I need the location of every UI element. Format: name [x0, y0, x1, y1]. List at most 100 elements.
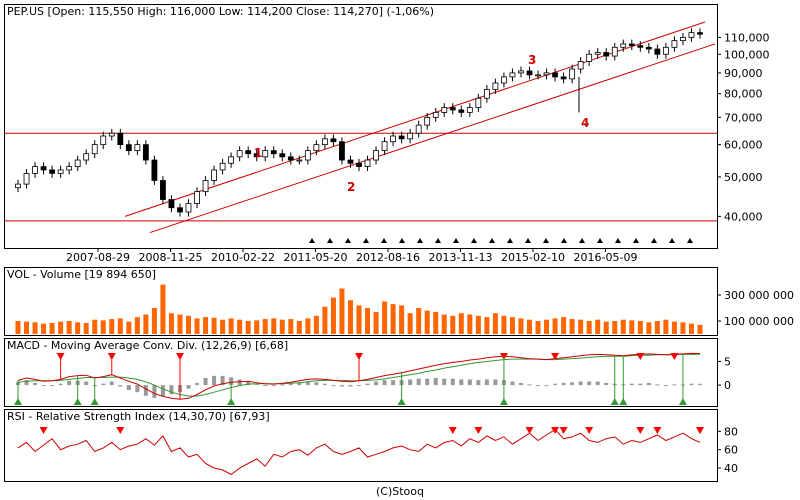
macd-histogram-bar: [203, 378, 208, 386]
candle: [577, 61, 584, 70]
dividend-marker: [543, 238, 549, 243]
candle: [501, 76, 507, 84]
macd-histogram-bar: [476, 380, 481, 386]
macd-histogram-bar: [493, 379, 498, 386]
dividend-marker: [417, 238, 423, 243]
price-y-tick-label: 70,000: [724, 111, 763, 124]
volume-bar: [151, 308, 157, 334]
dividend-marker: [363, 238, 369, 243]
volume-bar: [407, 313, 413, 334]
x-tick-label: 2015-02-10: [501, 251, 565, 264]
macd-buy-marker: [397, 398, 406, 405]
macd-histogram-bar: [391, 380, 396, 386]
dividend-marker: [525, 238, 531, 243]
price-y-tick-label: 100,000: [724, 48, 770, 61]
price-y-tick-label: 80,000: [724, 88, 763, 101]
candle: [236, 150, 243, 158]
volume-bar: [433, 311, 439, 334]
volume-bar: [288, 319, 294, 334]
candle: [364, 159, 371, 167]
candle: [262, 150, 269, 158]
macd-y-tick-label: 0: [724, 379, 731, 392]
candle: [381, 141, 388, 152]
dividend-marker: [507, 238, 513, 243]
macd-sell-marker: [636, 353, 645, 360]
volume-bar: [544, 319, 550, 334]
rsi-y-tick-label: 80: [724, 425, 738, 438]
candle: [270, 150, 277, 155]
price-panel-frame: [4, 4, 718, 249]
volume-bar: [186, 315, 191, 334]
volume-bar: [160, 284, 166, 334]
volume-bar: [450, 315, 456, 334]
candle: [654, 48, 661, 55]
copyright: (C)Stooq: [376, 485, 424, 498]
macd-histogram-bar: [570, 382, 575, 386]
volume-bar: [32, 322, 38, 334]
volume-bar: [595, 319, 601, 334]
volume-bar: [83, 322, 89, 334]
volume-bar: [373, 311, 379, 334]
volume-bar: [203, 317, 209, 334]
candle: [586, 53, 593, 62]
volume-plot: 300 000 000 100 000 000: [15, 284, 794, 334]
candle: [228, 156, 235, 164]
volume-bar: [41, 323, 47, 334]
macd-histogram-bar: [101, 383, 106, 386]
macd-histogram-bar: [689, 383, 694, 386]
macd-buy-marker: [610, 398, 619, 405]
macd-histogram-bar: [314, 382, 319, 386]
candle: [611, 46, 618, 57]
volume-bar: [228, 318, 234, 334]
macd-histogram-bar: [58, 383, 63, 386]
macd-histogram-bar: [698, 383, 702, 386]
volume-bar: [663, 319, 669, 334]
rsi-overbought-marker: [116, 427, 125, 434]
rsi-overbought-marker: [474, 427, 483, 434]
dividend-marker: [561, 238, 567, 243]
candle: [432, 111, 439, 118]
rsi-overbought-marker: [525, 427, 534, 434]
volume-bar: [117, 318, 123, 334]
volume-bar: [612, 321, 618, 334]
macd-histogram-bar: [288, 383, 293, 386]
volume-bar: [416, 308, 422, 334]
macd-histogram-bar: [84, 381, 89, 386]
candle: [560, 76, 567, 80]
candle: [688, 32, 695, 38]
volume-bar: [75, 322, 81, 334]
volume-bar: [254, 320, 260, 334]
price-plot: 110,000 100,000 90,000 80,000 70,000 60,000 50…: [5, 21, 770, 264]
macd-histogram-bar: [544, 385, 549, 387]
macd-histogram-bar: [152, 385, 157, 398]
volume-bar: [586, 321, 592, 334]
candle: [339, 141, 345, 161]
candle: [390, 135, 397, 143]
macd-histogram-bar: [561, 382, 566, 386]
macd-buy-marker: [90, 398, 99, 405]
candle: [697, 32, 703, 35]
volume-bar: [578, 319, 584, 334]
macd-histogram-bar: [33, 382, 38, 386]
candle: [313, 144, 320, 152]
macd-histogram-bar: [408, 379, 413, 386]
volume-bar: [194, 318, 200, 334]
volume-bar: [697, 324, 703, 334]
candle: [475, 97, 482, 108]
candle: [108, 132, 115, 137]
candle: [415, 124, 422, 134]
candle: [620, 43, 627, 48]
volume-bar: [100, 320, 106, 334]
candle: [398, 135, 405, 140]
volume-bar: [467, 314, 473, 334]
rsi-overbought-marker: [653, 427, 662, 434]
volume-y-tick-label: 100 000 000: [724, 315, 794, 328]
candle: [134, 144, 141, 152]
macd-histogram-bar: [143, 385, 148, 396]
volume-bar: [143, 314, 149, 334]
volume-bar: [365, 308, 371, 334]
volume-bar: [552, 318, 558, 334]
candle: [543, 72, 550, 76]
volume-bar: [134, 317, 140, 334]
